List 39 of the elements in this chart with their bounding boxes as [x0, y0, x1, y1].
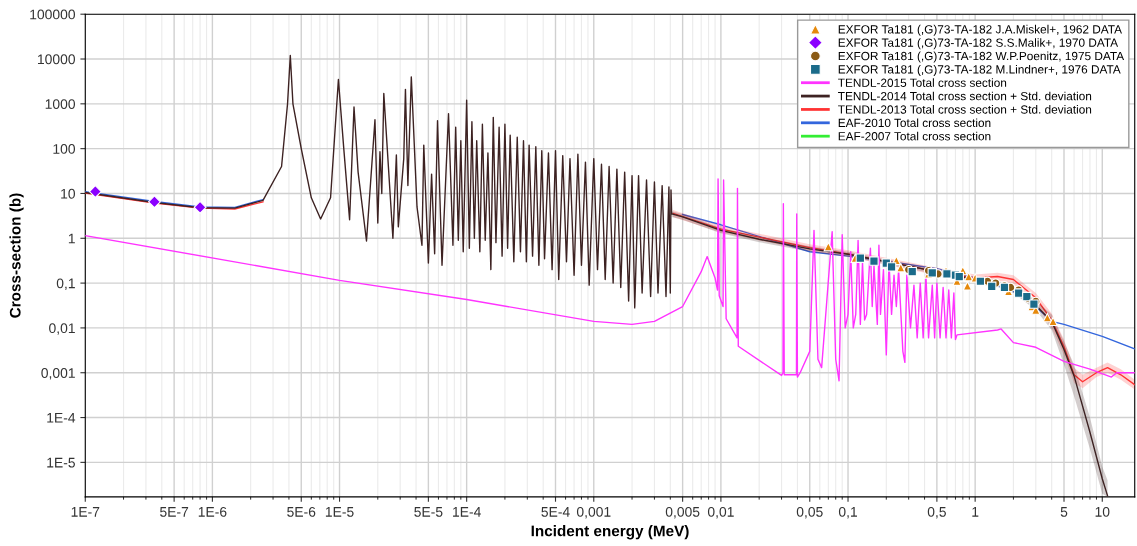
x-tick-label: 0,001: [576, 506, 611, 519]
legend-label: EAF-2007 Total cross section: [838, 131, 991, 141]
x-tick-label: 0,1: [838, 506, 857, 519]
x-tick-label: 1: [972, 507, 979, 517]
legend-label: TENDL-2013 Total cross section + Std. deviation: [838, 105, 1092, 114]
y-tick-label: 10000: [37, 54, 76, 65]
x-tick-label: 10: [1095, 506, 1110, 517]
x-tick-label: 1E-4: [453, 507, 481, 517]
x-axis-title: Incident energy (MeV): [531, 525, 689, 540]
x-tick-label: 5E-7: [160, 507, 189, 517]
x-tick-label: 0,01: [707, 506, 734, 519]
y-tick-label: 100: [53, 143, 76, 154]
x-tick-label: 1E-6: [198, 506, 227, 517]
x-tick-label: 0,5: [927, 506, 946, 519]
legend-label: TENDL-2015 Total cross section: [838, 78, 1007, 87]
y-tick-label: 1: [68, 233, 75, 244]
y-tick-label: 1000: [45, 99, 76, 109]
y-tick-label: 100000: [30, 9, 76, 20]
x-tick-label: 0,05: [796, 506, 823, 519]
legend-label: EXFOR Ta181 (,G)73-TA-182 J.A.Miskel+, 1962 DATA: [838, 24, 1122, 36]
x-tick-label: 5E-4: [541, 507, 570, 517]
x-tick-label: 0,005: [665, 506, 700, 519]
legend-label: EAF-2010 Total cross section: [838, 118, 991, 128]
legend-label: EXFOR Ta181 (,G)73-TA-182 W.P.Poenitz, 1975 DATA: [838, 51, 1125, 63]
y-tick-label: 1E-4: [47, 413, 76, 423]
x-tick-label: 1E-5: [325, 507, 354, 517]
y-tick-label: 1E-5: [47, 457, 75, 468]
legend-label: EXFOR Ta181 (,G)73-TA-182 S.S.Malik+, 1970 DATA: [838, 38, 1119, 50]
x-tick-label: 5E-6: [287, 506, 316, 517]
y-tick-label: 0,01: [49, 323, 75, 335]
y-axis-title: Cross-section (b): [9, 193, 24, 318]
y-tick-label: 10: [61, 188, 76, 199]
y-tick-label: 0,1: [56, 278, 75, 290]
y-tick-label: 0,001: [41, 368, 75, 380]
x-tick-label: 1E-7: [71, 507, 100, 517]
legend-label: TENDL-2014 Total cross section + Std. deviation: [838, 91, 1092, 101]
legend-label: EXFOR Ta181 (,G)73-TA-182 M.Lindner+, 1976 DATA: [838, 64, 1121, 76]
x-tick-label: 5E-5: [414, 507, 443, 517]
x-tick-label: 5: [1060, 507, 1068, 517]
